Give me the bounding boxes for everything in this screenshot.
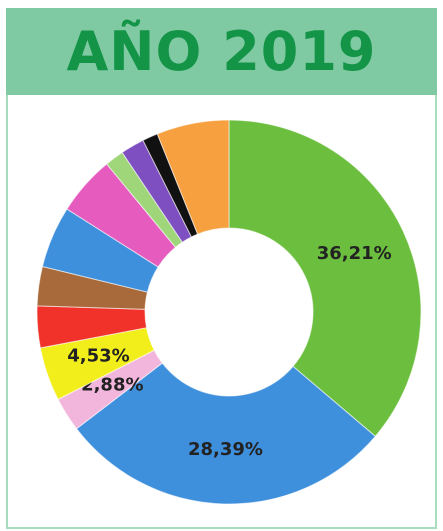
- chart-title: AÑO 2019: [66, 20, 377, 83]
- panel: [6, 95, 437, 529]
- pie-slice: [156, 119, 230, 235]
- data-label: 36,21%: [317, 243, 392, 264]
- data-label: 4,53%: [67, 346, 129, 367]
- header: AÑO 2019: [6, 8, 437, 95]
- pie-slice: [75, 362, 377, 505]
- data-label: 28,39%: [188, 439, 263, 460]
- pie-slice: [228, 119, 422, 438]
